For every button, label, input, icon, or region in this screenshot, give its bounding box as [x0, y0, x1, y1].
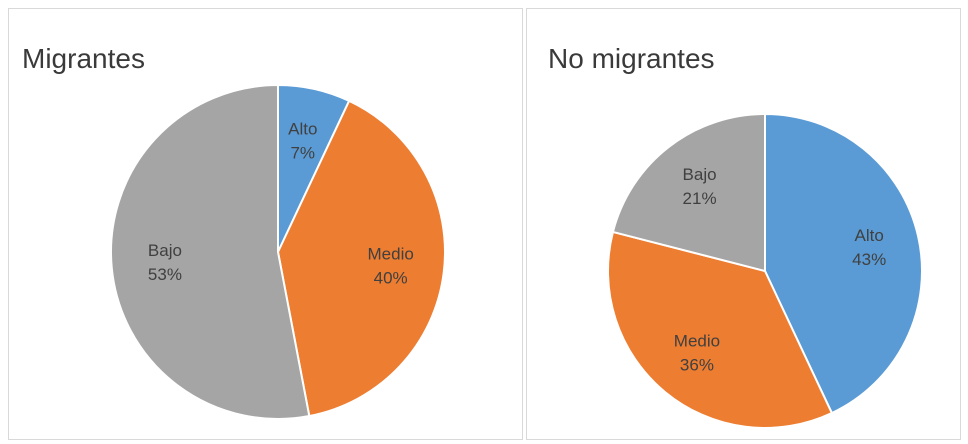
data-label: 36%: [680, 356, 714, 375]
data-label-category: Bajo: [148, 241, 182, 260]
pie-slice: [276, 99, 446, 418]
data-label: 53%: [148, 265, 182, 284]
pie-slice: [611, 112, 766, 273]
data-label-category: Alto: [855, 226, 884, 245]
data-label: 40%: [374, 269, 408, 288]
data-label-category: Alto: [288, 120, 317, 139]
data-label: 7%: [290, 144, 315, 163]
data-label-category: Medio: [368, 245, 414, 264]
chart-title: No migrantes: [548, 43, 715, 74]
pie-slice: [110, 83, 311, 420]
pie-slice: [764, 112, 923, 415]
chart-title: Migrantes: [22, 43, 145, 74]
pie-slice: [607, 230, 834, 429]
data-label-category: Medio: [674, 332, 720, 351]
data-label: 43%: [852, 250, 886, 269]
data-label-category: Bajo: [683, 165, 717, 184]
data-label: 21%: [683, 189, 717, 208]
